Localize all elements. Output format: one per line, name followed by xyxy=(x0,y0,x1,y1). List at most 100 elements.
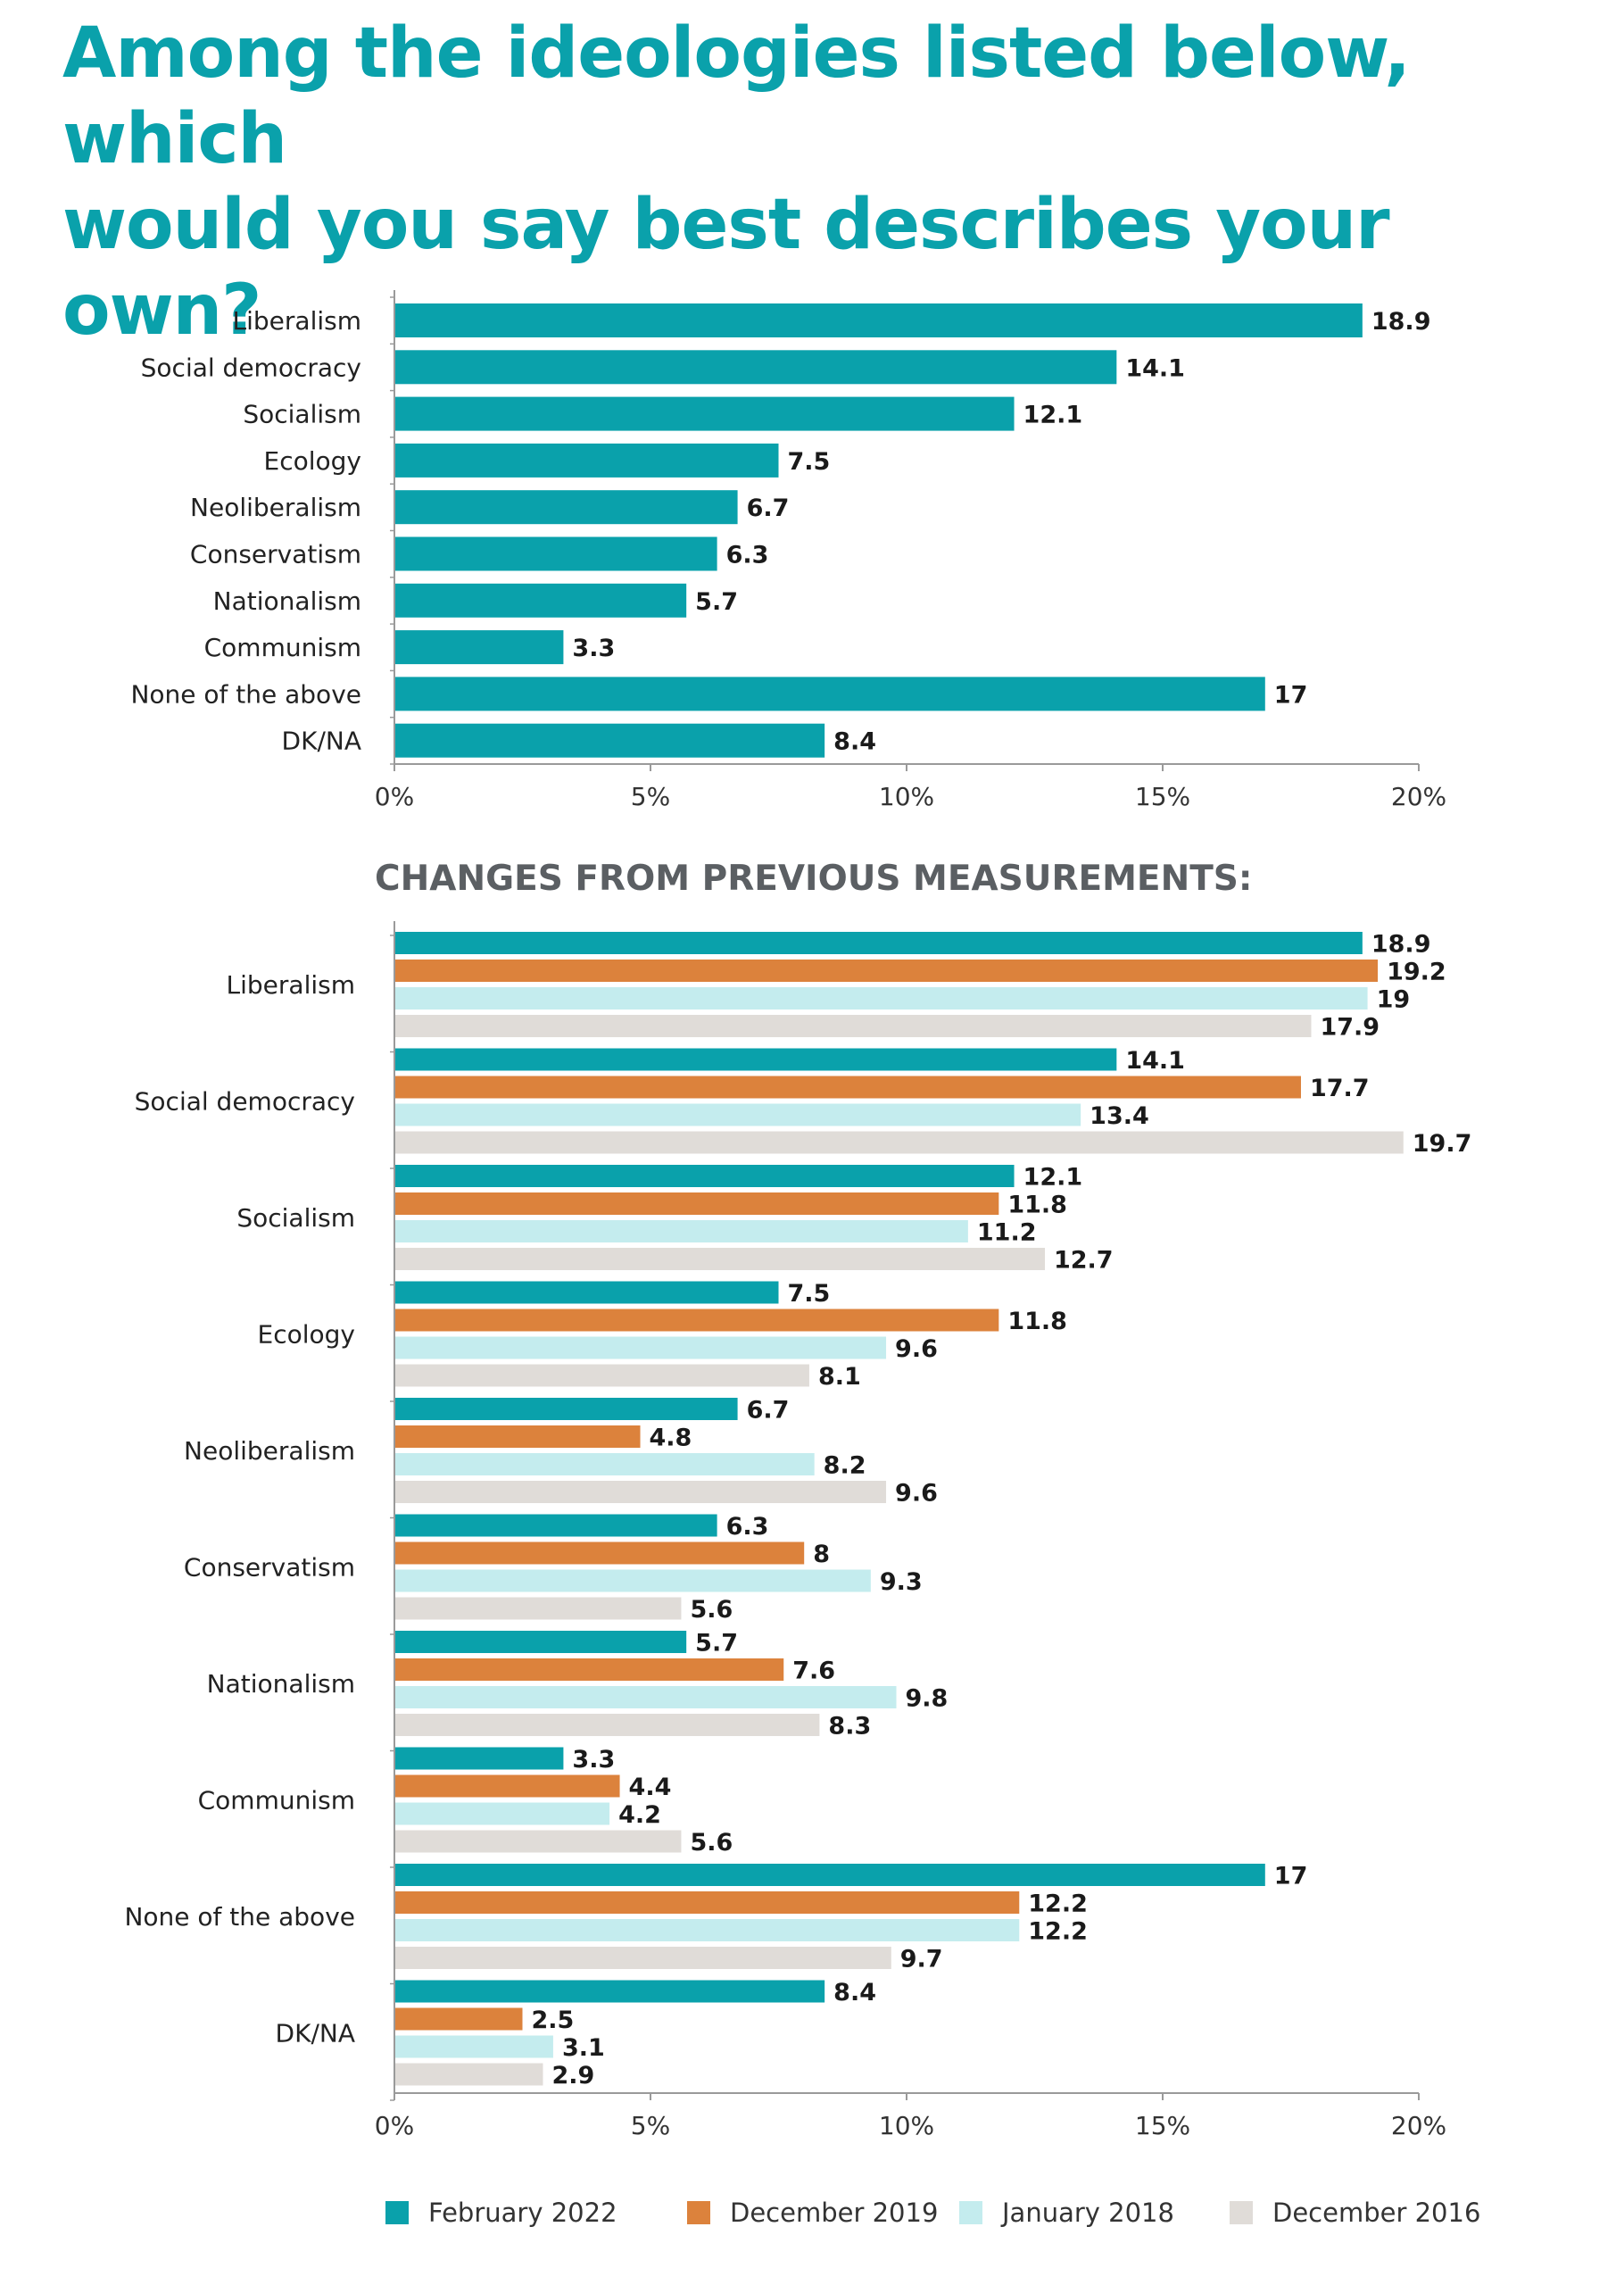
chart-title-line-1: Among the ideologies listed below, which xyxy=(62,13,1411,179)
c1-bar-communism xyxy=(395,630,564,665)
c1-bar-social-democracy xyxy=(395,350,1117,385)
c2-category-label-liberalism: Liberalism xyxy=(227,970,355,1000)
c2-bar-communism-january-2018 xyxy=(395,1802,610,1825)
c2-value-label: 18.9 xyxy=(1371,931,1431,959)
c2-bar-none-of-the-above-january-2018 xyxy=(395,1919,1020,1941)
c2-bar-socialism-december-2016 xyxy=(395,1248,1045,1270)
c2-bar-communism-december-2016 xyxy=(395,1830,682,1853)
c2-value-label: 11.8 xyxy=(1007,1192,1067,1219)
c2-bar-liberalism-december-2019 xyxy=(395,960,1379,982)
c1-bar-nationalism xyxy=(395,583,687,618)
legend-swatch-december-2019 xyxy=(687,2201,710,2224)
c1-x-tick-label: 15% xyxy=(1135,782,1190,811)
c2-bar-neoliberalism-december-2016 xyxy=(395,1481,887,1503)
c1-value-label: 7.5 xyxy=(788,448,831,476)
legend-label-december-2019: December 2019 xyxy=(730,2198,938,2228)
changes-subtitle: CHANGES FROM PREVIOUS MEASUREMENTS: xyxy=(375,859,1253,899)
c2-value-label: 5.6 xyxy=(690,1596,733,1624)
c2-value-label: 6.7 xyxy=(747,1397,790,1425)
c2-value-label: 12.1 xyxy=(1023,1164,1083,1192)
c1-bar-socialism xyxy=(395,396,1015,431)
c1-bar-ecology xyxy=(395,443,779,478)
c2-bar-conservatism-february-2022 xyxy=(395,1514,717,1537)
c2-bar-dk-na-february-2022 xyxy=(395,1980,825,2003)
c2-bar-ecology-december-2019 xyxy=(395,1309,999,1332)
c1-bar-liberalism xyxy=(395,303,1363,337)
chart-title: Among the ideologies listed below, which… xyxy=(62,11,1579,353)
c2-bar-liberalism-february-2022 xyxy=(395,932,1363,954)
c1-category-label-communism: Communism xyxy=(204,633,361,662)
c1-bar-none-of-the-above xyxy=(395,677,1265,711)
c2-bar-social-democracy-december-2019 xyxy=(395,1076,1301,1099)
c2-value-label: 19.2 xyxy=(1387,959,1446,986)
c1-value-label: 8.4 xyxy=(833,728,876,756)
legend: February 2022 December 2019 January 2018 De… xyxy=(385,2198,1480,2228)
c1-category-label-neoliberalism: Neoliberalism xyxy=(190,493,361,522)
chart-title-line-2: would you say best describes your own? xyxy=(62,185,1390,351)
c1-x-tick-label: 20% xyxy=(1391,782,1446,811)
c2-value-label: 11.8 xyxy=(1007,1308,1067,1335)
c2-category-label-none-of-the-above: None of the above xyxy=(124,1902,355,1932)
c2-bar-ecology-february-2022 xyxy=(395,1281,779,1304)
c2-bar-conservatism-december-2016 xyxy=(395,1597,682,1620)
c1-value-label: 17 xyxy=(1274,681,1308,709)
c2-value-label: 12.7 xyxy=(1054,1247,1114,1275)
c1-category-label-social-democracy: Social democracy xyxy=(141,353,361,382)
c2-value-label: 8.4 xyxy=(833,1979,876,2007)
c2-value-label: 5.7 xyxy=(695,1630,738,1658)
c1-value-label: 6.3 xyxy=(726,542,769,569)
c2-value-label: 11.2 xyxy=(977,1219,1037,1247)
c2-value-label: 19 xyxy=(1377,986,1411,1014)
c2-value-label: 13.4 xyxy=(1090,1102,1149,1130)
c2-value-label: 5.6 xyxy=(690,1829,733,1857)
c1-x-tick-label: 5% xyxy=(631,782,670,811)
c2-bar-conservatism-january-2018 xyxy=(395,1569,871,1592)
c2-bar-dk-na-december-2019 xyxy=(395,2007,523,2031)
c2-value-label: 2.5 xyxy=(532,2007,575,2034)
c2-value-label: 3.3 xyxy=(572,1746,615,1774)
c1-bar-conservatism xyxy=(395,536,717,571)
c1-value-label: 14.1 xyxy=(1125,354,1185,382)
c2-value-label: 4.8 xyxy=(650,1425,692,1452)
c2-bar-social-democracy-january-2018 xyxy=(395,1103,1081,1126)
c2-bar-social-democracy-december-2016 xyxy=(395,1131,1404,1154)
c2-value-label: 3.1 xyxy=(562,2034,605,2062)
c2-category-label-ecology: Ecology xyxy=(258,1320,355,1350)
c2-category-label-dk-na: DK/NA xyxy=(276,2019,355,2048)
c1-value-label: 12.1 xyxy=(1023,402,1083,429)
c2-bar-none-of-the-above-december-2016 xyxy=(395,1947,891,1969)
c1-category-label-nationalism: Nationalism xyxy=(213,586,361,616)
c2-bar-socialism-december-2019 xyxy=(395,1192,999,1215)
c2-value-label: 4.4 xyxy=(629,1774,672,1801)
c2-bar-none-of-the-above-february-2022 xyxy=(395,1864,1265,1886)
c2-bar-communism-february-2022 xyxy=(395,1747,564,1770)
c2-category-label-nationalism: Nationalism xyxy=(207,1669,355,1699)
c2-bar-ecology-december-2016 xyxy=(395,1364,809,1387)
c2-bar-socialism-january-2018 xyxy=(395,1220,968,1242)
c2-value-label: 6.3 xyxy=(726,1513,769,1541)
c1-category-label-none-of-the-above: None of the above xyxy=(130,679,361,709)
c1-x-tick-label: 10% xyxy=(879,782,934,811)
c1-value-label: 5.7 xyxy=(695,588,738,616)
c2-value-label: 14.1 xyxy=(1125,1047,1185,1075)
c2-bar-liberalism-january-2018 xyxy=(395,987,1368,1010)
c2-x-tick-label: 0% xyxy=(375,2111,414,2140)
legend-label-february-2022: February 2022 xyxy=(428,2198,617,2228)
c1-category-label-ecology: Ecology xyxy=(264,446,361,476)
c2-bar-neoliberalism-january-2018 xyxy=(395,1453,815,1475)
c2-x-tick-label: 10% xyxy=(879,2111,934,2140)
c2-value-label: 8 xyxy=(813,1541,830,1568)
c1-value-label: 18.9 xyxy=(1371,308,1431,336)
c2-bar-conservatism-december-2019 xyxy=(395,1541,805,1565)
c2-value-label: 7.6 xyxy=(792,1658,835,1685)
c2-value-label: 12.2 xyxy=(1028,1918,1088,1946)
legend-label-december-2016: December 2016 xyxy=(1272,2198,1480,2228)
c2-bar-nationalism-december-2016 xyxy=(395,1714,820,1736)
c2-value-label: 8.3 xyxy=(828,1713,871,1741)
c2-bar-ecology-january-2018 xyxy=(395,1336,887,1359)
c2-value-label: 4.2 xyxy=(618,1801,661,1829)
c2-value-label: 8.1 xyxy=(818,1363,861,1391)
c2-value-label: 17.9 xyxy=(1320,1014,1380,1042)
c2-bar-nationalism-january-2018 xyxy=(395,1686,897,1708)
